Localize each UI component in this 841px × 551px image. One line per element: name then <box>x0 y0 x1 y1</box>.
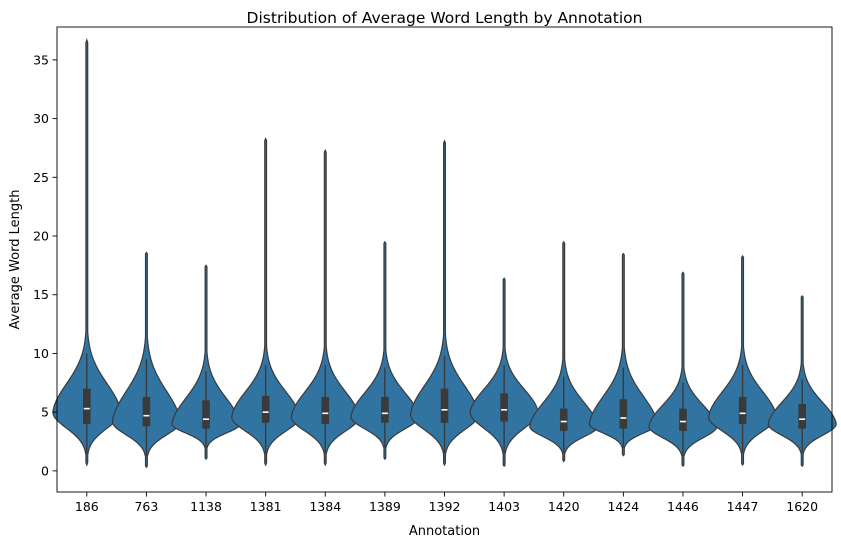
y-tick-label: 15 <box>33 287 49 302</box>
y-axis: 0 5 10 15 20 25 30 35 <box>33 52 57 478</box>
violin-1620 <box>767 294 837 468</box>
y-tick-label: 10 <box>33 346 49 361</box>
violin-body <box>290 148 360 467</box>
violin-iqr-box <box>440 388 449 423</box>
violin-1420 <box>529 240 599 463</box>
violin-body <box>52 38 122 467</box>
violin-iqr-box <box>559 408 568 431</box>
violin-1447 <box>708 254 778 467</box>
x-tick-label: 1389 <box>369 499 401 514</box>
violin-1446 <box>648 271 718 468</box>
x-tick-label: 1424 <box>607 499 639 514</box>
violin-1424 <box>588 252 658 457</box>
violin-iqr-box <box>798 403 806 429</box>
x-tick-label: 1446 <box>667 499 699 514</box>
violin-1381 <box>231 137 301 467</box>
violin-body <box>350 240 420 461</box>
x-tick-label: 1384 <box>309 499 341 514</box>
violin-1403 <box>469 277 539 468</box>
x-axis-label: Annotation <box>409 524 480 539</box>
y-tick-label: 0 <box>41 463 49 478</box>
violin-layer <box>52 38 837 469</box>
x-tick-label: 1447 <box>727 499 759 514</box>
x-tick-label: 763 <box>134 499 158 514</box>
y-tick-label: 25 <box>33 170 49 185</box>
violin-body <box>529 240 599 463</box>
violin-1392 <box>409 139 480 467</box>
y-tick-label: 5 <box>41 405 49 420</box>
violin-body <box>588 252 658 457</box>
x-tick-label: 1381 <box>250 499 282 514</box>
x-tick-label: 1138 <box>190 499 222 514</box>
violin-body <box>171 264 241 461</box>
violin-iqr-box <box>321 396 330 424</box>
violin-iqr-box <box>142 396 151 427</box>
plot-frame <box>56 26 833 493</box>
x-axis: 186 763 1138 1381 1384 1389 1392 1403 1420 1424 14… <box>75 492 818 514</box>
x-tick-label: 1403 <box>488 499 520 514</box>
x-tick-label: 1620 <box>786 499 818 514</box>
chart-title: Distribution of Average Word Length by A… <box>247 9 643 27</box>
violin-body <box>409 139 480 467</box>
y-tick-label: 20 <box>33 229 49 244</box>
violin-iqr-box <box>83 388 91 424</box>
y-axis-label: Average Word Length <box>8 190 23 330</box>
y-tick-label: 30 <box>33 111 49 126</box>
x-tick-label: 1420 <box>548 499 580 514</box>
violin-iqr-box <box>500 393 508 422</box>
violin-body <box>708 254 778 467</box>
y-tick-label: 35 <box>33 52 49 67</box>
violin-body <box>231 137 301 467</box>
x-tick-label: 1392 <box>429 499 461 514</box>
violin-iqr-box <box>738 396 747 424</box>
violin-186 <box>52 38 122 467</box>
violin-1138 <box>171 264 241 461</box>
violin-body <box>648 271 718 468</box>
violin-iqr-box <box>679 408 687 431</box>
x-tick-label: 186 <box>75 499 99 514</box>
violin-1389 <box>350 240 420 461</box>
violin-iqr-box <box>381 396 389 423</box>
violin-iqr-box <box>619 399 628 429</box>
violin-1384 <box>290 148 360 467</box>
violin-763 <box>111 251 182 469</box>
violin-iqr-box <box>202 400 210 429</box>
violin-iqr-box <box>261 395 270 423</box>
